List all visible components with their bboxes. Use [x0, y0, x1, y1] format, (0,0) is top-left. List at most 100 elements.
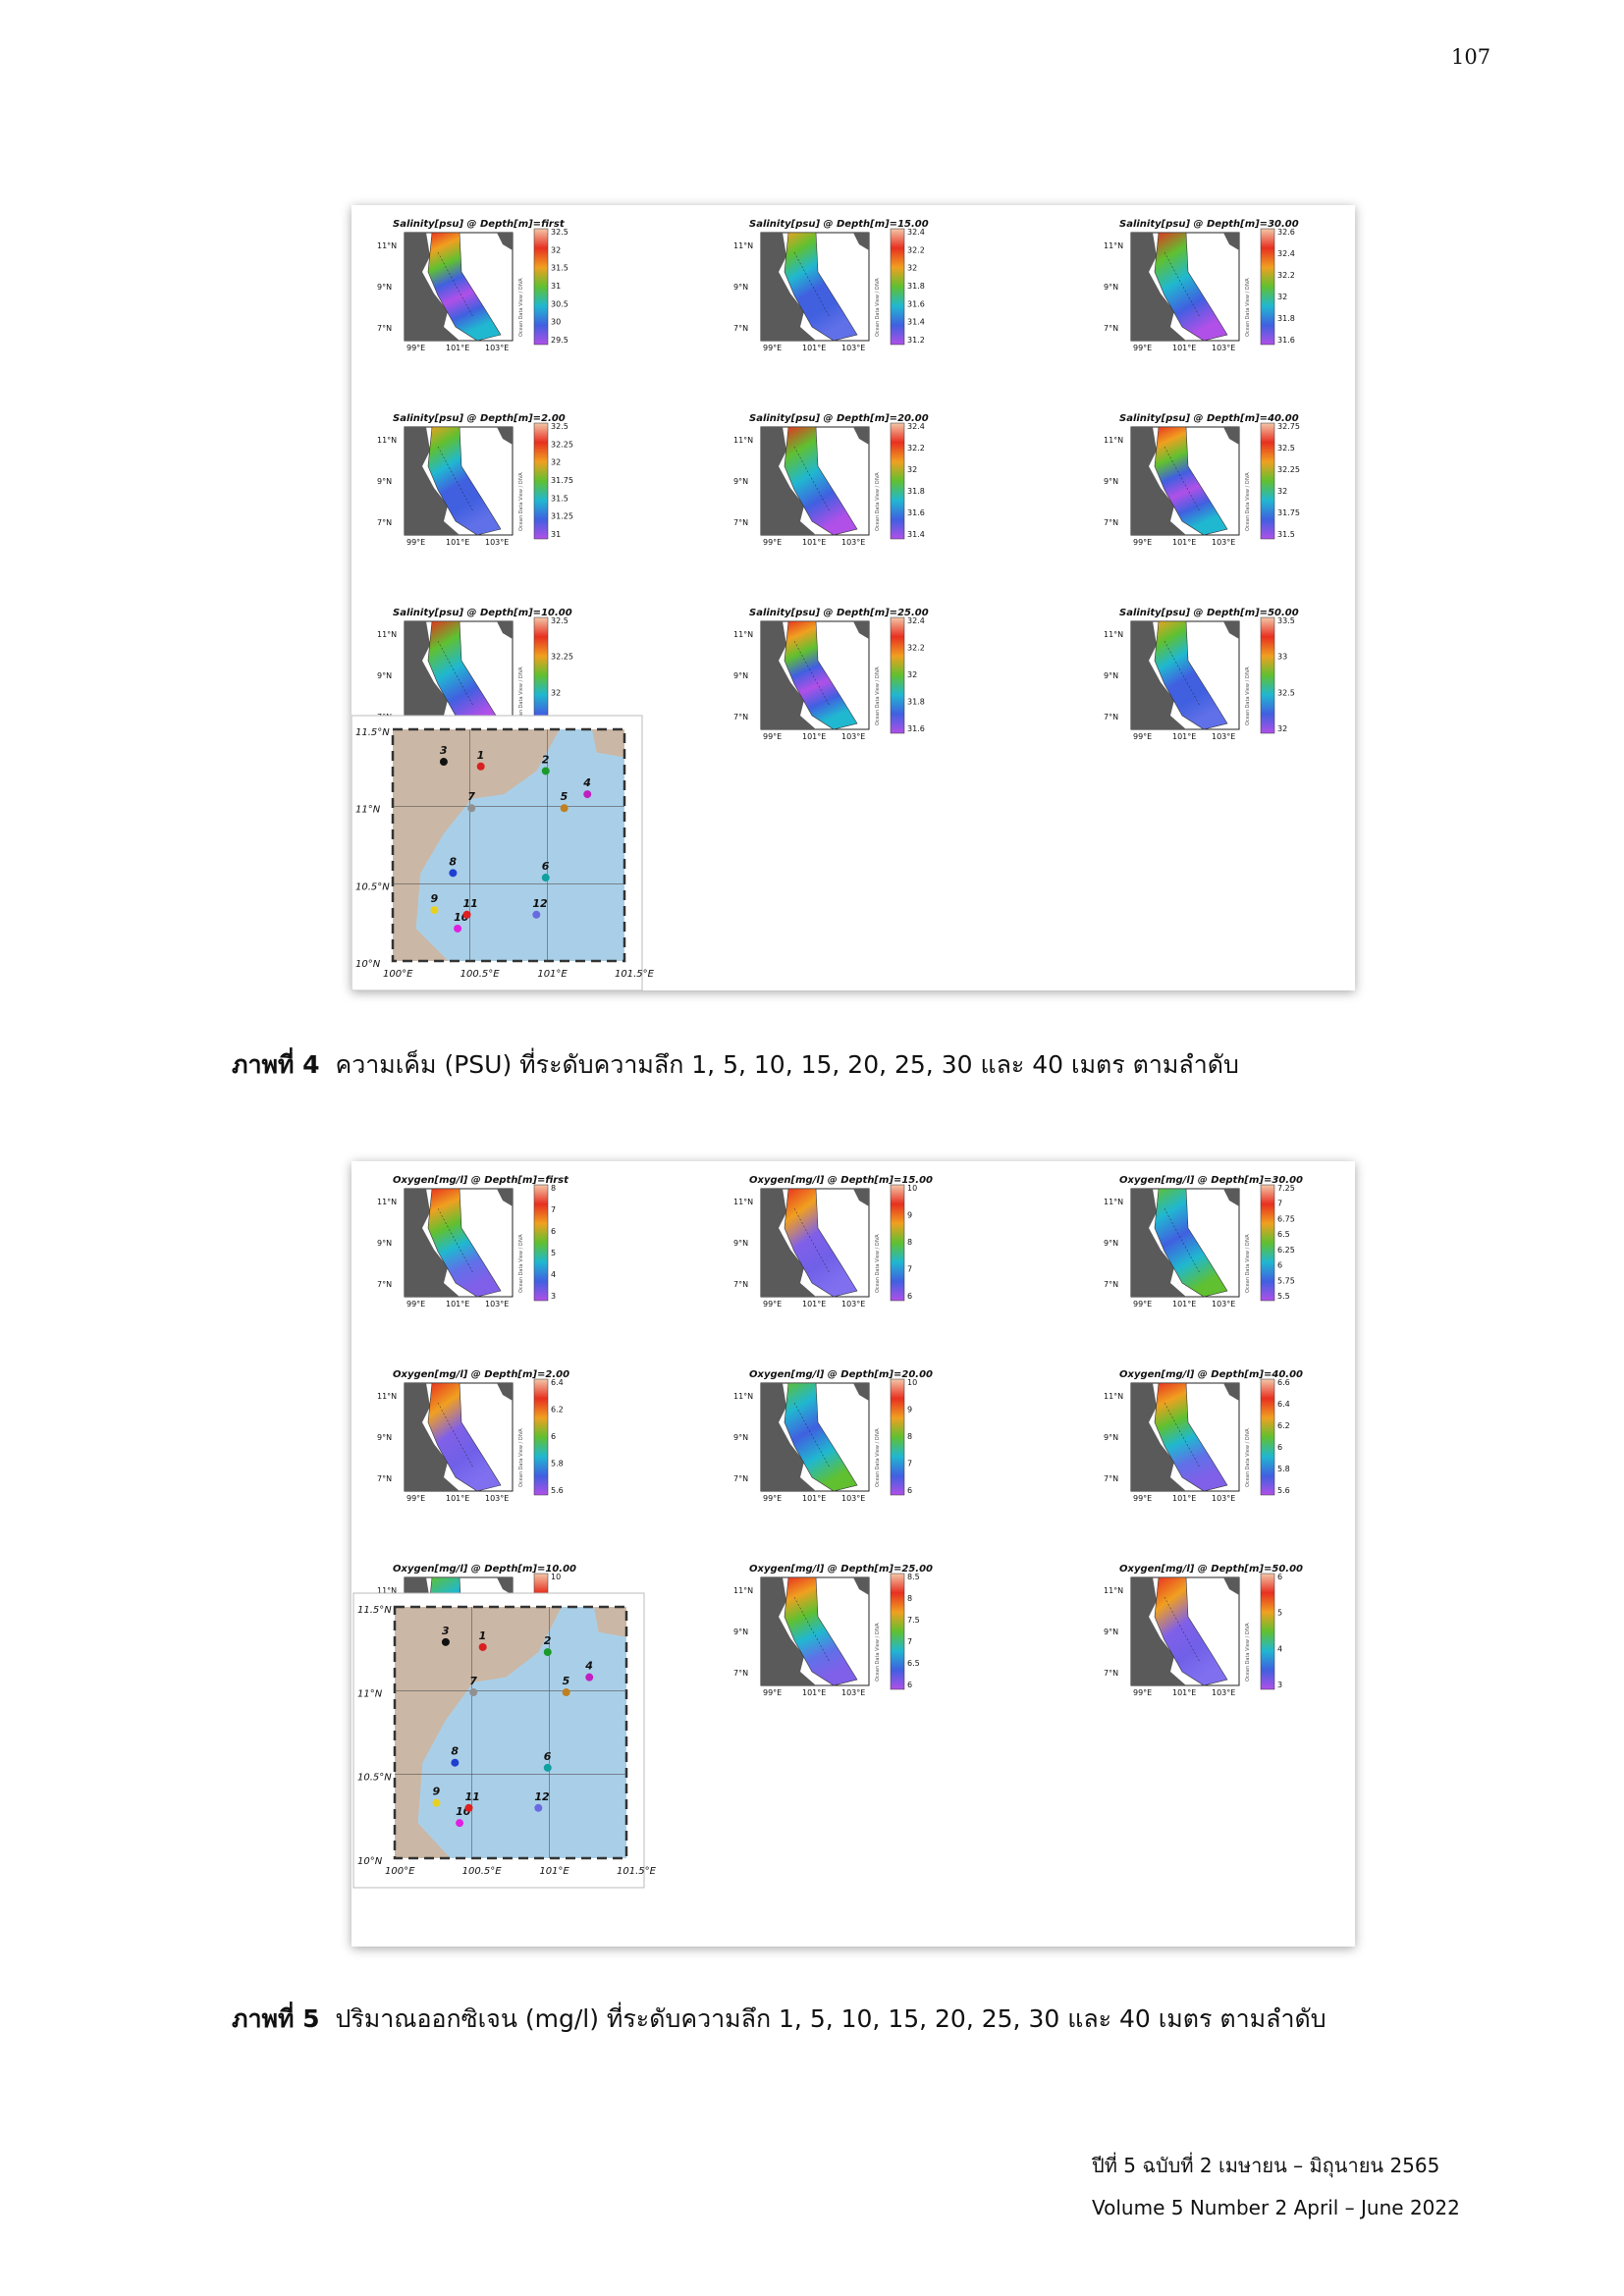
color-scale-label: 5.5: [1277, 1292, 1290, 1301]
lon-label: 101°E: [802, 1494, 826, 1503]
lat-label: 7°N: [377, 1280, 392, 1289]
color-scale-label: 7: [907, 1637, 912, 1646]
lon-label: 99°E: [1133, 1688, 1152, 1697]
panel-title: Oxygen[mg/l] @ Depth[m]=15.00: [749, 1175, 933, 1186]
color-scale-label: 32.5: [551, 228, 568, 237]
lat-label: 11°N: [733, 436, 753, 445]
map-panel: Oxygen[mg/l] @ Depth[m]=50.00 11°N 9°N 7°N 9…: [1104, 1564, 1303, 1697]
station-label: 12: [532, 897, 548, 910]
lat-label: 11°N: [1104, 1586, 1123, 1595]
lon-label: 103°E: [841, 1688, 865, 1697]
panel-title: Salinity[psu] @ Depth[m]=50.00: [1119, 608, 1299, 618]
map-border: [391, 727, 626, 963]
lon-label: 103°E: [841, 538, 865, 547]
lat-label: 7°N: [733, 1669, 748, 1678]
color-scale-label: 7: [551, 1205, 556, 1214]
lat-label: 11°N: [1104, 630, 1123, 639]
station-lon-label: 101.5°E: [615, 969, 655, 980]
station-lat-label: 11°N: [357, 1688, 383, 1699]
color-scale-label: 32: [907, 670, 917, 679]
land-mass-east: [853, 427, 869, 445]
color-scale-label: 32.25: [551, 440, 573, 449]
watermark: Ocean Data View / DIVA: [875, 1234, 881, 1293]
color-scale-label: 31.6: [1277, 336, 1295, 345]
lat-label: 7°N: [377, 1474, 392, 1483]
lon-label: 99°E: [1133, 344, 1152, 352]
panel-title: Oxygen[mg/l] @ Depth[m]=2.00: [393, 1369, 569, 1380]
color-scale-label: 7.25: [1277, 1184, 1295, 1193]
color-scale-bar: [890, 616, 905, 734]
color-scale-label: 9: [907, 1406, 912, 1415]
land-mass: [1131, 1577, 1186, 1685]
lat-label: 9°N: [1104, 1239, 1118, 1248]
color-scale-label: 31.2: [907, 336, 925, 345]
lat-label: 7°N: [733, 1280, 748, 1289]
land-mass: [761, 427, 816, 535]
interpolated-field: [1154, 620, 1228, 730]
color-scale-label: 5.8: [551, 1460, 564, 1468]
color-scale-label: 30.5: [551, 299, 568, 308]
color-scale-label: 10: [907, 1378, 917, 1387]
station-label: 12: [534, 1790, 550, 1803]
watermark: Ocean Data View / DIVA: [1245, 472, 1251, 531]
station-label: 5: [561, 790, 568, 803]
figure-5-caption-text: ปริมาณออกซิเจน (mg/l) ที่ระดับความลึก 1,…: [335, 2004, 1326, 2033]
interpolated-field: [427, 426, 502, 536]
color-scale-label: 32.75: [1277, 422, 1300, 431]
land-mass-east: [1223, 1577, 1239, 1595]
color-scale-label: 31.25: [551, 512, 573, 521]
station-lon-label: 101°E: [539, 1866, 569, 1877]
color-scale-label: 32.4: [907, 228, 925, 237]
lat-label: 7°N: [733, 713, 748, 721]
lat-label: 11°N: [1104, 1392, 1123, 1401]
coast-land: [395, 1607, 562, 1858]
color-scale-bar: [1260, 1184, 1275, 1302]
color-scale-label: 32.6: [1277, 228, 1295, 237]
lat-label: 11°N: [733, 1198, 753, 1206]
land-mass-east: [1223, 621, 1239, 639]
color-scale-label: 32: [551, 245, 561, 254]
panel-title: Salinity[psu] @ Depth[m]=2.00: [393, 413, 566, 424]
station-marker: [462, 910, 471, 919]
lon-label: 103°E: [1212, 344, 1235, 352]
page-number: 107: [1451, 45, 1491, 69]
lon-label: 101°E: [1172, 732, 1196, 741]
lat-label: 7°N: [1104, 1669, 1118, 1678]
color-scale-label: 32.25: [551, 653, 573, 662]
color-scale-label: 6: [1277, 1573, 1282, 1581]
interpolated-field: [427, 1188, 502, 1298]
color-scale-label: 6.25: [1277, 1246, 1295, 1255]
coast-land-east: [591, 729, 624, 758]
color-scale-label: 8: [907, 1594, 912, 1603]
station-marker: [583, 790, 592, 799]
color-scale-label: 32: [1277, 724, 1287, 733]
interpolated-field: [784, 620, 858, 730]
color-scale-bar: [1260, 228, 1275, 346]
color-scale-label: 31.6: [907, 724, 925, 733]
color-scale-label: 4: [551, 1270, 556, 1279]
lon-label: 103°E: [485, 538, 509, 547]
lat-label: 9°N: [1104, 477, 1118, 486]
color-scale-label: 5: [1277, 1609, 1282, 1618]
panel-title: Salinity[psu] @ Depth[m]=15.00: [749, 219, 929, 230]
footer-issue-english: Volume 5 Number 2 April – June 2022: [1092, 2196, 1460, 2219]
map-panel: Salinity[psu] @ Depth[m]=10.0011°N9°N7°N…: [377, 608, 573, 741]
interpolated-field: [784, 1382, 858, 1492]
station-marker: [439, 758, 448, 767]
color-scale-label: 8: [551, 1184, 556, 1193]
lat-label: 11°N: [377, 436, 397, 445]
panel-title: Salinity[psu] @ Depth[m]=20.00: [749, 413, 929, 424]
color-scale-label: 31.5: [1277, 530, 1295, 539]
land-mass: [1131, 1189, 1186, 1297]
lon-label: 99°E: [763, 732, 782, 741]
lon-label: 101°E: [1172, 1300, 1196, 1308]
color-scale-label: 10: [907, 1184, 917, 1193]
station-marker: [478, 1642, 487, 1651]
panel-title: Oxygen[mg/l] @ Depth[m]=30.00: [1119, 1175, 1303, 1186]
color-scale-label: 6.2: [551, 1406, 564, 1415]
land-mass-east: [497, 233, 513, 250]
figure-5-caption: ภาพที่ 5 ปริมาณออกซิเจน (mg/l) ที่ระดับค…: [232, 2000, 1326, 2039]
land-mass: [1131, 233, 1186, 341]
station-label: 4: [584, 1660, 593, 1673]
